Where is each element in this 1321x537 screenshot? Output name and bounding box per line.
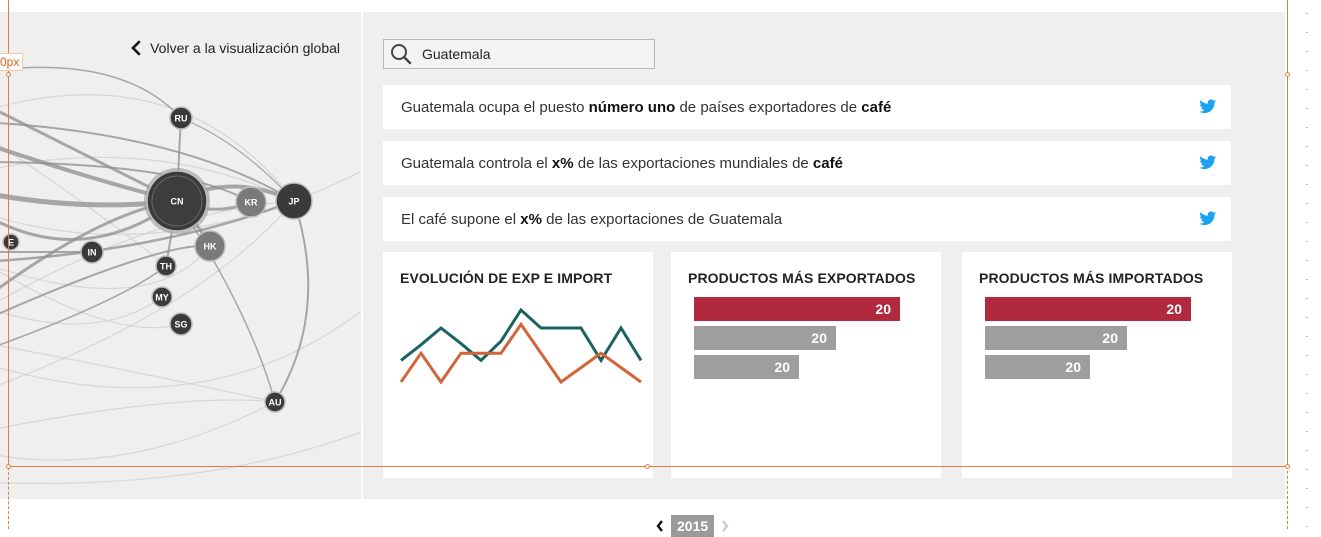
network-edge: [0, 399, 276, 429]
year-label: 2015: [671, 515, 715, 537]
year-pager: 2015: [655, 515, 730, 537]
country-node-label: KR: [245, 198, 258, 208]
country-node-hk[interactable]: HK: [194, 230, 226, 262]
country-node-cn[interactable]: CN: [144, 168, 210, 234]
line-series-2: [399, 321, 642, 385]
network-edge: [0, 345, 276, 403]
product-bar[interactable]: 20: [694, 326, 836, 350]
product-bar[interactable]: 20: [985, 355, 1090, 379]
country-node-label: JP: [288, 197, 299, 207]
product-bar[interactable]: 20: [694, 355, 799, 379]
fact-card: El café supone el x% de las exportacione…: [383, 197, 1231, 241]
card-title: EVOLUCIÓN DE EXP E IMPORT: [400, 270, 613, 286]
bar-value-label: 20: [1102, 330, 1118, 346]
bar-value-label: 20: [1065, 359, 1081, 375]
fact-card: Guatemala controla el x% de las exportac…: [383, 141, 1231, 185]
exported-products-card: PRODUCTOS MÁS EXPORTADOS 20 20 20: [671, 252, 941, 478]
country-node-label: AU: [269, 398, 282, 408]
guide-line: [1287, 0, 1288, 529]
guide-handle[interactable]: [6, 464, 11, 469]
country-node-label: HK: [204, 242, 217, 252]
twitter-icon[interactable]: [1199, 155, 1217, 171]
detail-panel: Guatemala ocupa el puesto número uno de …: [363, 12, 1285, 499]
network-edge: [0, 66, 182, 119]
fact-text: El café supone el x% de las exportacione…: [401, 210, 783, 228]
country-node-au[interactable]: AU: [264, 391, 286, 413]
country-search[interactable]: [383, 39, 655, 69]
evolution-card: EVOLUCIÓN DE EXP E IMPORT: [383, 252, 653, 478]
country-node-ru[interactable]: RU: [169, 106, 193, 130]
fact-text: Guatemala controla el x% de las exportac…: [401, 154, 843, 172]
country-node-kr[interactable]: KR: [235, 186, 267, 218]
network-edge: [0, 401, 276, 461]
network-edge: [0, 271, 182, 329]
network-edge: [0, 265, 167, 346]
country-node-label: MY: [155, 293, 169, 303]
country-node-my[interactable]: MY: [151, 286, 173, 308]
country-node-label: SG: [174, 320, 187, 330]
network-edge: [0, 311, 361, 389]
card-title: PRODUCTOS MÁS EXPORTADOS: [688, 270, 916, 286]
chevron-left-icon[interactable]: [655, 519, 665, 533]
guide-handle[interactable]: [645, 464, 650, 469]
country-node-e[interactable]: E: [2, 233, 20, 251]
country-node-label: RU: [175, 114, 188, 124]
imported-products-card: PRODUCTOS MÁS IMPORTADOS 20 20 20: [962, 252, 1232, 478]
network-edge: [0, 122, 295, 202]
guide-handle[interactable]: [1285, 464, 1290, 469]
country-node-in[interactable]: IN: [80, 240, 104, 264]
country-node-th[interactable]: TH: [155, 255, 177, 277]
network-graph[interactable]: RU CN KR JP HK IN TH MY SG AU E: [0, 12, 361, 499]
twitter-icon[interactable]: [1199, 99, 1217, 115]
network-edge: [0, 161, 252, 203]
search-input[interactable]: [422, 46, 642, 62]
country-node-jp[interactable]: JP: [275, 182, 313, 220]
guide-handle[interactable]: [6, 72, 11, 77]
chevron-right-icon[interactable]: [720, 519, 730, 533]
fact-card: Guatemala ocupa el puesto número uno de …: [383, 85, 1231, 129]
back-link-label: Volver a la visualización global: [150, 40, 340, 56]
back-to-global-link[interactable]: Volver a la visualización global: [130, 40, 340, 56]
country-node-sg[interactable]: SG: [169, 312, 193, 336]
network-edge: [0, 245, 211, 289]
chevron-left-icon: [131, 40, 141, 56]
bar-value-label: 20: [774, 359, 790, 375]
panel-divider: [361, 12, 363, 499]
network-edge: [0, 296, 163, 325]
guide-line: [8, 467, 9, 529]
bar-value-label: 20: [1166, 301, 1182, 317]
country-node-label: IN: [88, 248, 97, 258]
network-edge: [0, 200, 295, 386]
network-edge: [0, 431, 361, 485]
guide-handle[interactable]: [1285, 72, 1290, 77]
network-edges: [0, 66, 361, 485]
country-node-label: TH: [160, 262, 172, 272]
fact-text: Guatemala ocupa el puesto número uno de …: [401, 98, 892, 116]
network-edge: [274, 200, 310, 403]
dotted-grid: [1294, 0, 1321, 529]
network-panel[interactable]: RU CN KR JP HK IN TH MY SG AU E Volver a la visual…: [0, 12, 361, 499]
country-node-label: E: [8, 238, 14, 248]
twitter-icon[interactable]: [1199, 211, 1217, 227]
evolution-line-chart: [399, 307, 643, 385]
product-bar[interactable]: 20: [985, 297, 1191, 321]
bar-value-label: 20: [875, 301, 891, 317]
offset-badge: 0px: [0, 53, 24, 71]
card-title: PRODUCTOS MÁS IMPORTADOS: [979, 270, 1204, 286]
product-bar[interactable]: 20: [694, 297, 900, 321]
search-icon: [391, 44, 412, 65]
network-edge: [0, 94, 295, 202]
network-nodes[interactable]: RU CN KR JP HK IN TH MY SG AU E: [2, 106, 313, 413]
line-series-1: [400, 307, 643, 364]
bar-value-label: 20: [811, 330, 827, 346]
product-bar[interactable]: 20: [985, 326, 1127, 350]
country-node-label: CN: [171, 197, 184, 207]
